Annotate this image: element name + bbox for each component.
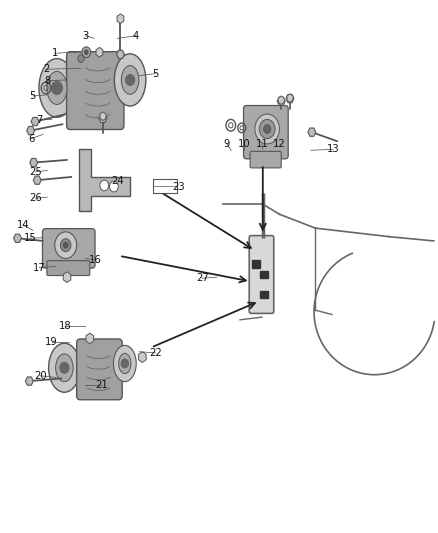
Text: 26: 26: [29, 193, 42, 203]
Text: 25: 25: [29, 167, 42, 176]
Text: 13: 13: [327, 144, 339, 154]
Text: 19: 19: [45, 337, 58, 347]
Ellipse shape: [49, 343, 80, 392]
Text: 14: 14: [17, 220, 29, 230]
Bar: [260, 291, 268, 298]
Text: 21: 21: [95, 380, 108, 390]
FancyBboxPatch shape: [47, 261, 90, 276]
Circle shape: [78, 55, 84, 62]
Ellipse shape: [121, 66, 139, 94]
FancyBboxPatch shape: [244, 106, 288, 159]
Text: 1: 1: [52, 49, 58, 58]
Text: 27: 27: [196, 273, 209, 283]
Circle shape: [259, 119, 275, 139]
Text: 15: 15: [23, 233, 36, 243]
Circle shape: [60, 239, 71, 252]
Text: 23: 23: [173, 182, 185, 191]
FancyBboxPatch shape: [249, 236, 274, 313]
Text: 5: 5: [152, 69, 159, 78]
Text: 12: 12: [273, 139, 286, 149]
FancyBboxPatch shape: [250, 151, 281, 168]
Circle shape: [110, 181, 118, 192]
Circle shape: [255, 114, 279, 144]
Circle shape: [82, 47, 91, 58]
Circle shape: [264, 125, 271, 133]
Text: 4: 4: [133, 31, 139, 41]
Circle shape: [64, 243, 68, 248]
Ellipse shape: [114, 54, 146, 106]
Bar: [252, 260, 260, 268]
Bar: [153, 179, 177, 193]
Text: 24: 24: [111, 176, 124, 186]
Text: 18: 18: [59, 321, 71, 331]
Ellipse shape: [119, 353, 131, 374]
Text: 16: 16: [89, 255, 102, 264]
Circle shape: [52, 82, 62, 94]
Ellipse shape: [56, 354, 73, 382]
Text: 22: 22: [149, 348, 162, 358]
Text: 10: 10: [238, 139, 251, 149]
Text: 7: 7: [36, 115, 42, 125]
Circle shape: [126, 75, 134, 85]
FancyBboxPatch shape: [42, 229, 95, 268]
Ellipse shape: [39, 59, 75, 117]
Polygon shape: [79, 149, 130, 211]
Text: 5: 5: [30, 91, 36, 101]
Text: 20: 20: [34, 371, 46, 381]
Text: 2: 2: [43, 64, 49, 74]
Text: 6: 6: [28, 134, 35, 143]
FancyBboxPatch shape: [77, 339, 122, 400]
Circle shape: [85, 50, 88, 54]
Text: 17: 17: [33, 263, 46, 272]
Circle shape: [121, 359, 128, 368]
Ellipse shape: [113, 345, 136, 382]
Text: 8: 8: [44, 76, 50, 86]
Ellipse shape: [47, 71, 67, 104]
FancyBboxPatch shape: [67, 52, 124, 130]
Text: 11: 11: [255, 139, 268, 149]
Circle shape: [100, 180, 109, 191]
Text: 9: 9: [224, 139, 230, 149]
Text: 3: 3: [82, 31, 88, 41]
Circle shape: [55, 232, 77, 259]
Bar: [260, 271, 268, 278]
Circle shape: [60, 362, 69, 373]
